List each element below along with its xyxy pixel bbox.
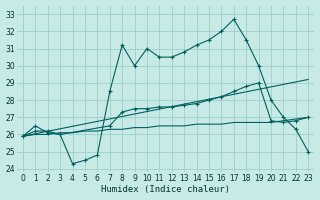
X-axis label: Humidex (Indice chaleur): Humidex (Indice chaleur) xyxy=(101,185,230,194)
